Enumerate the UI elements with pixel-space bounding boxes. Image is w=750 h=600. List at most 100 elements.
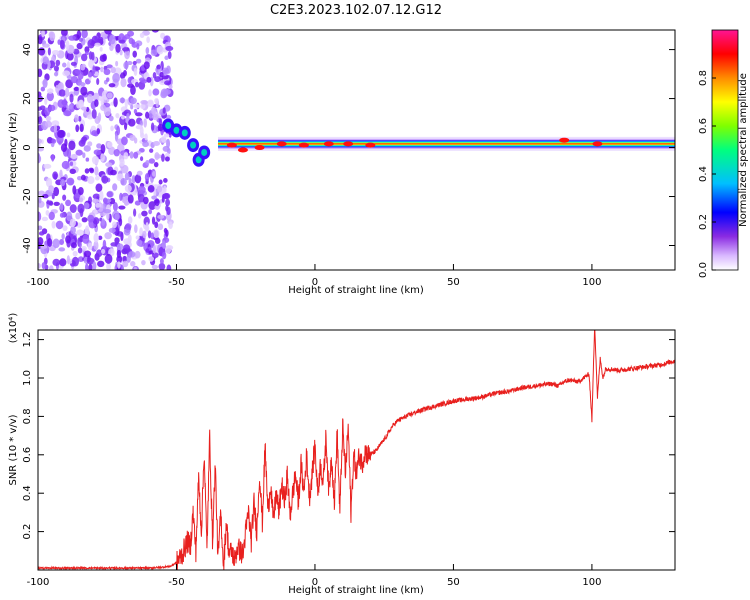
noise-dot bbox=[76, 30, 82, 40]
noise-dot bbox=[86, 93, 94, 104]
noise-dot bbox=[158, 179, 163, 185]
noise-dot bbox=[61, 160, 70, 170]
y-tick-label: -20 bbox=[22, 188, 33, 204]
noise-dot bbox=[59, 202, 64, 211]
noise-dot bbox=[108, 34, 116, 45]
noise-dot bbox=[66, 211, 73, 222]
noise-dot bbox=[38, 236, 44, 246]
noise-dot bbox=[89, 168, 95, 174]
noise-dot bbox=[81, 136, 88, 142]
noise-dot bbox=[124, 200, 129, 206]
noise-dot bbox=[93, 240, 99, 251]
noise-dot bbox=[103, 68, 111, 76]
noise-dot bbox=[59, 169, 63, 178]
noise-dot bbox=[146, 36, 150, 44]
noise-dot bbox=[133, 137, 138, 144]
noise-dot bbox=[99, 46, 103, 52]
noise-dot bbox=[143, 118, 148, 128]
noise-dot bbox=[66, 177, 75, 186]
noise-dot bbox=[87, 141, 93, 147]
noise-dot bbox=[92, 92, 100, 102]
noise-dot bbox=[92, 261, 97, 270]
noise-dot bbox=[134, 174, 142, 184]
noise-dot bbox=[87, 214, 95, 223]
noise-dot bbox=[122, 47, 130, 52]
noise-dot bbox=[55, 84, 60, 94]
noise-dot bbox=[116, 255, 123, 263]
noise-dot bbox=[122, 260, 129, 268]
noise-dot bbox=[83, 145, 91, 152]
noise-dot bbox=[79, 197, 84, 203]
noise-dot bbox=[114, 237, 120, 244]
noise-dot bbox=[38, 211, 42, 222]
noise-dot bbox=[133, 266, 138, 270]
noise-dot bbox=[135, 235, 140, 240]
y-tick-label: 20 bbox=[22, 92, 33, 105]
noise-dot bbox=[148, 89, 152, 97]
noise-dot bbox=[125, 223, 132, 231]
noise-dot bbox=[152, 72, 157, 79]
noise-dot bbox=[85, 157, 90, 162]
noise-dot bbox=[38, 147, 44, 152]
noise-dot bbox=[149, 148, 154, 153]
noise-dot bbox=[93, 209, 98, 215]
noise-dot bbox=[72, 185, 77, 195]
noise-dot bbox=[58, 247, 66, 252]
chart-title: C2E3.2023.102.07.12.G12 bbox=[270, 3, 442, 18]
noise-dot bbox=[51, 120, 60, 127]
noise-dot bbox=[165, 205, 169, 212]
noise-dot bbox=[48, 185, 55, 193]
noise-dot bbox=[65, 40, 70, 51]
noise-dot bbox=[41, 216, 49, 222]
noise-dot bbox=[154, 204, 160, 210]
noise-dot bbox=[38, 262, 41, 269]
noise-dot bbox=[49, 31, 56, 42]
noise-dot bbox=[99, 190, 104, 201]
noise-dot bbox=[84, 225, 90, 236]
noise-dot bbox=[38, 68, 43, 78]
noise-dot bbox=[100, 143, 106, 154]
noise-dot bbox=[60, 178, 66, 187]
noise-dot bbox=[104, 30, 112, 35]
noise-dot bbox=[68, 35, 77, 41]
noise-dot bbox=[152, 140, 161, 146]
noise-dot bbox=[87, 242, 93, 251]
noise-dot bbox=[150, 122, 155, 131]
noise-dot bbox=[59, 212, 65, 218]
noise-dot bbox=[113, 149, 120, 157]
band-peak bbox=[254, 145, 265, 151]
noise-dot bbox=[88, 263, 93, 270]
noise-dot bbox=[130, 261, 136, 267]
noise-dot bbox=[147, 101, 154, 108]
noise-dot bbox=[77, 186, 84, 196]
noise-dot bbox=[71, 256, 79, 267]
x-axis-label: Height of straight line (km) bbox=[288, 585, 424, 596]
noise-dot bbox=[154, 198, 160, 207]
noise-dot bbox=[75, 212, 81, 220]
snr-series bbox=[38, 330, 675, 570]
noise-dot bbox=[139, 120, 144, 127]
noise-dot bbox=[72, 250, 78, 257]
noise-dot bbox=[109, 169, 117, 176]
noise-dot bbox=[118, 205, 126, 210]
noise-dot bbox=[143, 196, 149, 205]
noise-dot bbox=[122, 244, 131, 253]
noise-dot bbox=[151, 171, 156, 177]
noise-dot bbox=[136, 170, 143, 176]
noise-dot bbox=[46, 91, 54, 102]
noise-dot bbox=[165, 245, 172, 254]
noise-dot bbox=[102, 197, 108, 204]
noise-dot bbox=[81, 217, 88, 223]
noise-dot bbox=[133, 103, 141, 109]
noise-dot bbox=[100, 248, 106, 254]
noise-dot bbox=[139, 156, 144, 162]
noise-dot bbox=[84, 168, 90, 174]
noise-dot bbox=[52, 171, 59, 180]
spectrogram-panel: -100 -50 0 50 100 -40 -20 0 20 40 Height of stra… bbox=[8, 29, 676, 296]
noise-dot bbox=[106, 141, 113, 149]
noise-dot bbox=[77, 256, 84, 262]
y-tick-label: 0.8 bbox=[22, 408, 33, 424]
noise-dot bbox=[70, 75, 79, 84]
noise-dot bbox=[157, 223, 164, 231]
noise-dot bbox=[75, 124, 80, 133]
